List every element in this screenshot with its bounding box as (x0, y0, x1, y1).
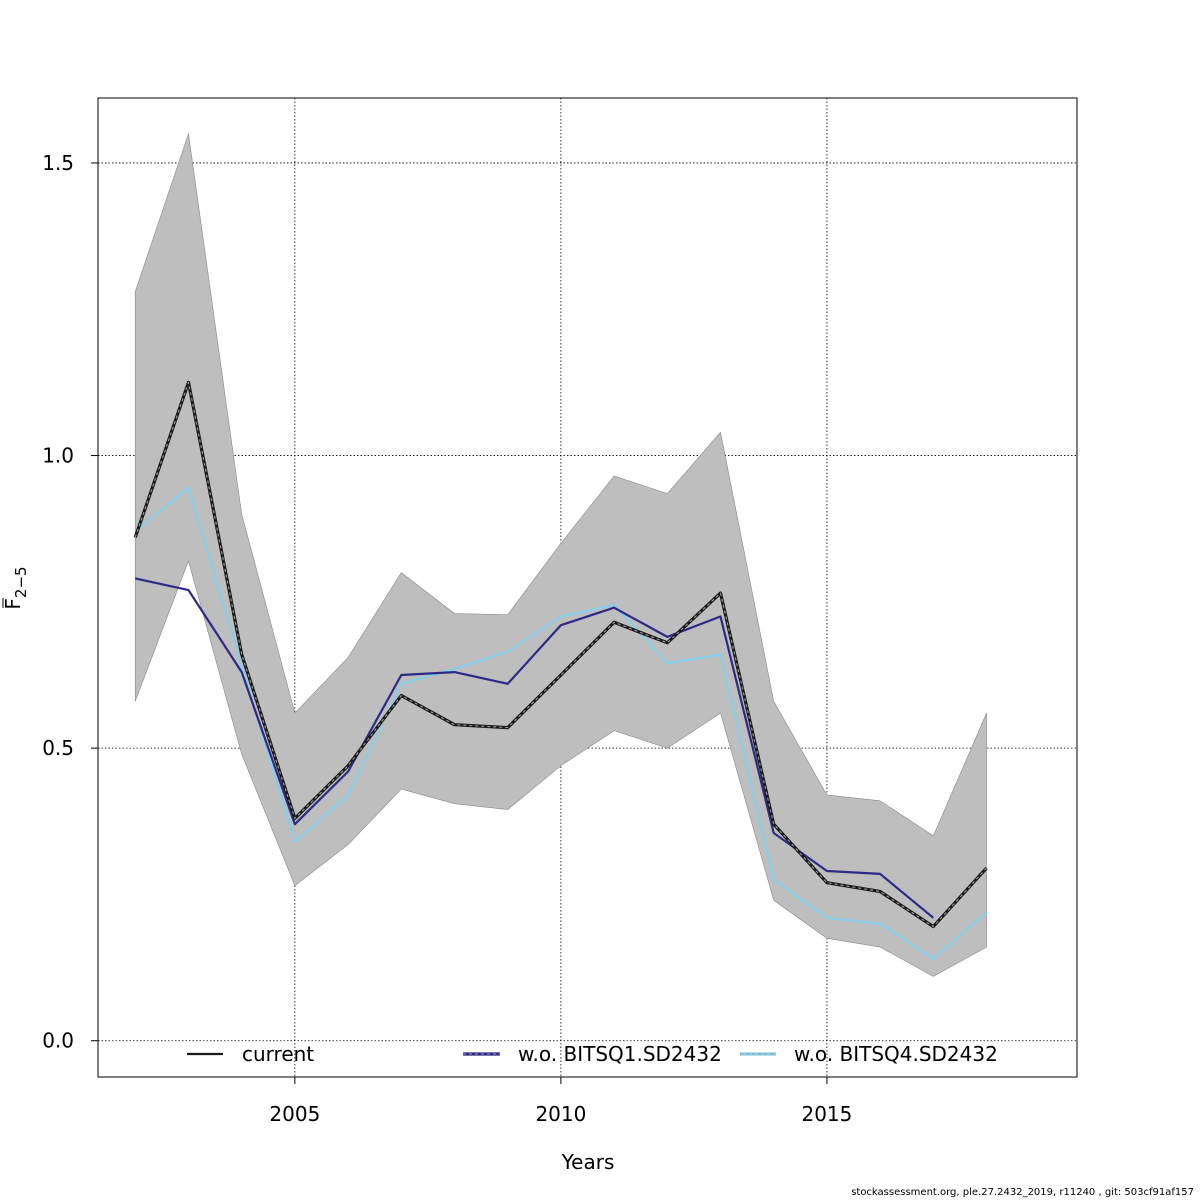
svg-text:F2−5: F2−5 (1, 566, 30, 609)
y-tick-label: 1.5 (42, 151, 74, 175)
y-tick-label: 1.0 (42, 444, 74, 468)
legend-entry-current: current (187, 1042, 314, 1066)
y-axis-title: F2−5 (1, 566, 30, 609)
footer-credit: stockassessment.org, ple.27.2432_2019, r… (851, 1187, 1194, 1198)
legend-entry-wo-bitsq4: w.o. BITSQ4.SD2432 (740, 1042, 998, 1066)
legend-label: w.o. BITSQ1.SD2432 (518, 1042, 722, 1066)
x-tick-label: 2015 (801, 1102, 852, 1126)
y-tick-label: 0.0 (42, 1029, 74, 1053)
x-axis-title: Years (561, 1150, 615, 1174)
y-tick-label: 0.5 (42, 736, 74, 760)
series-line-current (133, 380, 988, 929)
legend-label: w.o. BITSQ4.SD2432 (794, 1042, 998, 1066)
axes: 2005 2010 2015 0.0 0.5 1.0 1.5 (42, 151, 852, 1126)
y-axis-title-base: F (1, 598, 25, 610)
legend-entry-wo-bitsq1: w.o. BITSQ1.SD2432 (463, 1042, 722, 1066)
x-tick-label: 2010 (535, 1102, 586, 1126)
series-line-wo-bitsq4 (134, 486, 988, 960)
y-axis-title-subscript: 2−5 (12, 566, 30, 598)
legend: current w.o. BITSQ1.SD2432 w.o. BITSQ4.SD2… (187, 1042, 998, 1066)
x-tick-label: 2005 (269, 1102, 320, 1126)
plot-frame (97, 97, 1078, 1078)
legend-label: current (242, 1042, 314, 1066)
series-lines (133, 380, 988, 960)
